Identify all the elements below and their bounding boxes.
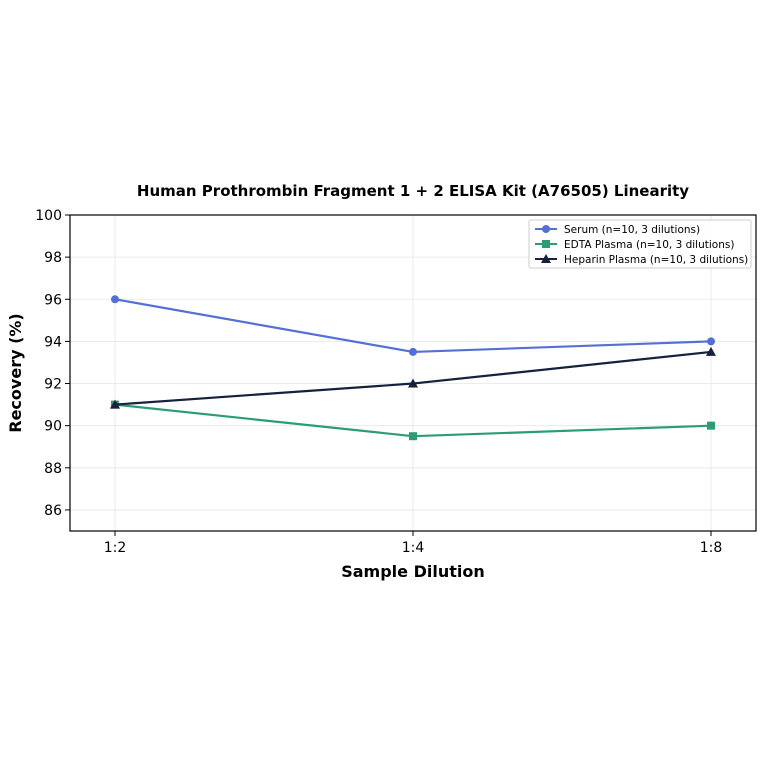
series-group [110, 295, 716, 441]
legend-marker [541, 254, 551, 263]
x-axis-title: Sample Dilution [341, 562, 485, 581]
legend-item: Heparin Plasma (n=10, 3 dilutions) [535, 254, 748, 266]
legend-item: EDTA Plasma (n=10, 3 dilutions) [535, 239, 734, 251]
y-tick-label: 100 [35, 208, 62, 224]
y-tick-label: 90 [44, 419, 62, 435]
data-point [110, 399, 120, 409]
legend-label: Serum (n=10, 3 dilutions) [564, 224, 700, 236]
data-point [707, 421, 715, 430]
legend-marker [542, 225, 550, 233]
legend-marker [542, 240, 550, 248]
legend: Serum (n=10, 3 dilutions) EDTA Plasma (n=… [528, 219, 752, 269]
x-tick-label: 1:2 [104, 540, 127, 556]
x-tick-label: 1:8 [700, 540, 723, 556]
data-point [111, 295, 119, 304]
data-point [706, 346, 716, 356]
series-0 [111, 295, 715, 356]
y-axis-title: Recovery (%) [6, 313, 25, 432]
legend-item: Serum (n=10, 3 dilutions) [535, 224, 700, 236]
y-tick-label: 96 [44, 292, 62, 308]
series-2 [110, 346, 716, 409]
data-point [409, 347, 417, 356]
legend-label: Heparin Plasma (n=10, 3 dilutions) [564, 254, 748, 266]
y-tick-label: 92 [44, 377, 62, 393]
data-point [408, 378, 418, 388]
y-tick-label: 94 [44, 334, 62, 350]
axes: 86 88 90 92 94 96 98 100 1:2 1:4 1:8 [35, 208, 722, 556]
data-point [707, 337, 715, 346]
y-tick-label: 98 [44, 250, 62, 266]
data-point [409, 432, 417, 441]
y-tick-label: 88 [44, 461, 62, 477]
legend-box [528, 219, 752, 269]
legend-label: EDTA Plasma (n=10, 3 dilutions) [564, 239, 734, 251]
chart-title: Human Prothrombin Fragment 1 + 2 ELISA K… [137, 182, 689, 200]
y-tick-label: 86 [44, 503, 62, 519]
x-tick-label: 1:4 [402, 540, 425, 556]
